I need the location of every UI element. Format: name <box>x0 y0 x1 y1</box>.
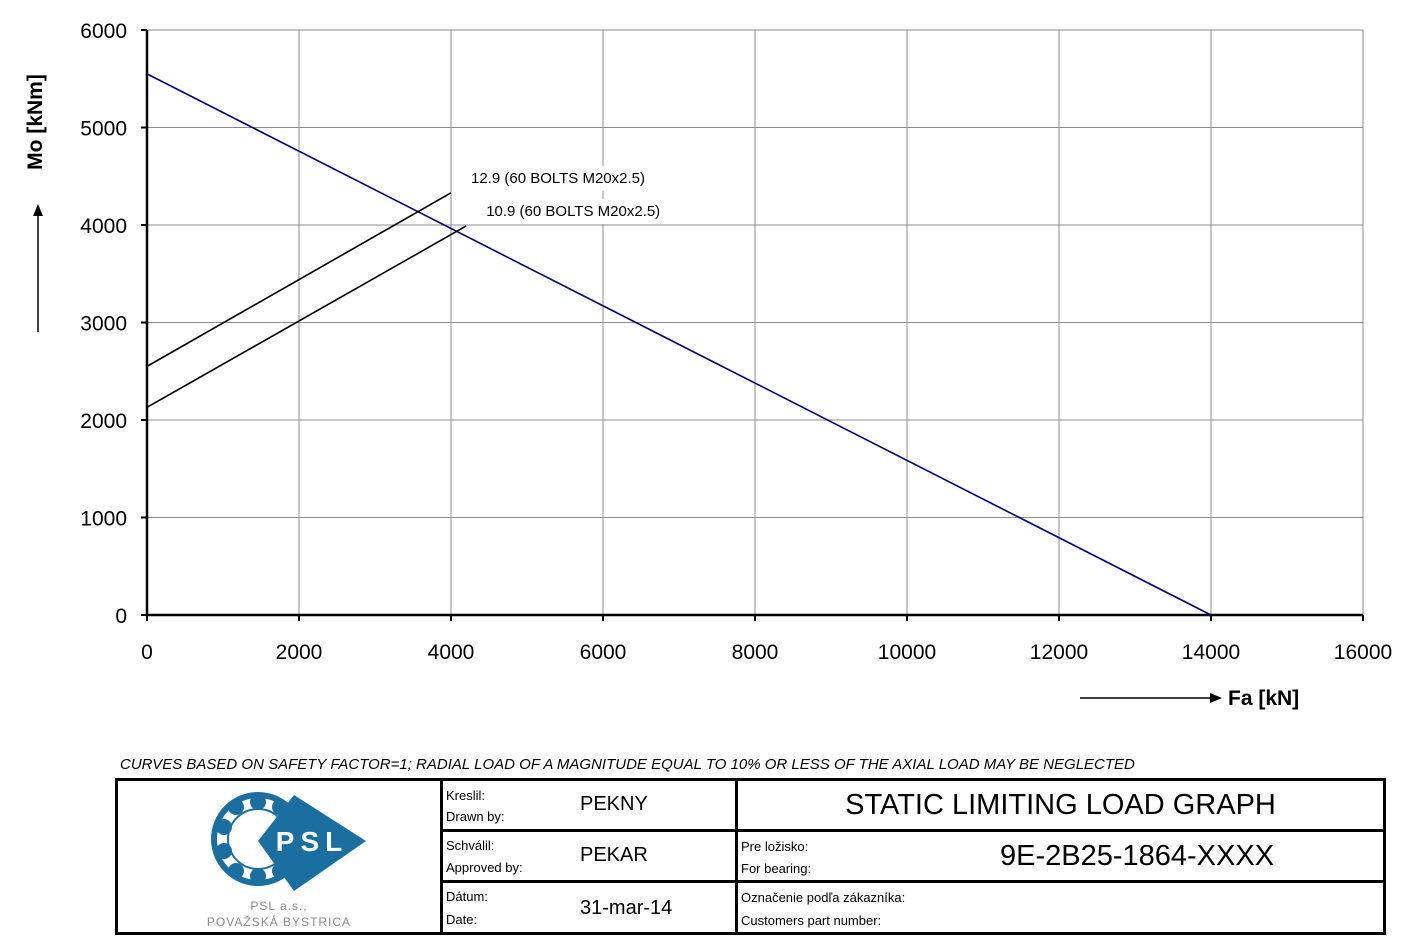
x-tick-labels: 0 2000 4000 6000 8000 10000 12000 14000 16000 <box>141 641 1392 664</box>
date-value: 31-mar-14 <box>580 897 673 919</box>
x-tick-label: 16000 <box>1334 641 1392 664</box>
approved-label-sk: Schválil: <box>446 838 495 853</box>
y-tick-label: 2000 <box>80 410 127 433</box>
series-line-2 <box>146 225 467 409</box>
y-tick-label: 3000 <box>80 313 127 336</box>
customer-label-en: Customers part number: <box>741 913 882 928</box>
bearing-label-en: For bearing: <box>741 861 812 876</box>
customer-label-sk: Označenie podľa zákazníka: <box>741 890 906 905</box>
x-axis-label: Fa [kN] <box>1228 687 1299 710</box>
title-block: PSL PSL a.s., POVAŽSKÁ BYSTRICA Kreslil:… <box>115 778 1386 935</box>
y-tick-label: 6000 <box>80 20 127 43</box>
y-axis-label: Mo [kNm] <box>24 74 47 170</box>
series-labels: 12.9 (60 BOLTS M20x2.5) 10.9 (60 BOLTS M2… <box>465 165 667 224</box>
x-tick-label: 6000 <box>580 641 627 664</box>
chart-axes <box>141 29 1364 621</box>
series-line-1 <box>146 192 452 368</box>
drawing-title: STATIC LIMITING LOAD GRAPH <box>845 789 1276 821</box>
drawn-by-cell: Kreslil: Drawn by: PEKNY <box>443 781 735 829</box>
series-label-bg-2 <box>480 198 667 224</box>
chart-series <box>146 73 1212 616</box>
approved-by-value: PEKAR <box>580 844 648 866</box>
chart-grid <box>147 29 1364 615</box>
bearing-label-sk: Pre ložisko: <box>741 839 809 854</box>
x-tick-label: 0 <box>141 641 153 664</box>
y-tick-labels: 0 1000 2000 3000 4000 5000 6000 <box>80 20 127 628</box>
series-label-1: 12.9 (60 BOLTS M20x2.5) <box>471 170 645 187</box>
drawn-label-en: Drawn by: <box>446 809 505 824</box>
chart-footnote: CURVES BASED ON SAFETY FACTOR=1; RADIAL … <box>120 756 1135 773</box>
drawn-label-sk: Kreslil: <box>446 788 486 803</box>
y-tick-label: 5000 <box>80 118 127 141</box>
psl-logo-icon: PSL <box>211 792 366 891</box>
x-tick-label: 4000 <box>428 641 475 664</box>
series-label-bg-1 <box>465 165 651 191</box>
approved-by-cell: Schválil: Approved by: PEKAR <box>443 832 735 880</box>
date-cell: Dátum: Date: 31-mar-14 <box>443 883 735 932</box>
date-label-en: Date: <box>446 912 478 927</box>
y-axis-arrow-head <box>33 204 43 216</box>
series-label-2: 10.9 (60 BOLTS M20x2.5) <box>486 203 660 220</box>
x-tick-label: 8000 <box>732 641 779 664</box>
static-load-chart: 0 2000 4000 6000 8000 10000 12000 14000 16000 0 1… <box>24 20 1392 710</box>
x-tick-label: 14000 <box>1182 641 1240 664</box>
approved-label-en: Approved by: <box>446 860 523 875</box>
drawing-title-cell: STATIC LIMITING LOAD GRAPH <box>738 781 1383 829</box>
y-tick-label: 0 <box>115 605 127 628</box>
bearing-cell: Pre ložisko: For bearing: 9E-2B25-1864-X… <box>738 832 1383 880</box>
company-city: POVAŽSKÁ BYSTRICA <box>206 915 352 929</box>
y-tick-label: 1000 <box>80 508 127 531</box>
y-tick-label: 4000 <box>80 215 127 238</box>
x-axis-arrow-head <box>1210 693 1222 703</box>
bearing-value: 9E-2B25-1864-XXXX <box>1000 840 1275 872</box>
x-tick-label: 10000 <box>878 641 936 664</box>
customer-part-cell: Označenie podľa zákazníka: Customers par… <box>738 883 1383 932</box>
x-tick-label: 2000 <box>276 641 323 664</box>
drawn-by-value: PEKNY <box>580 793 648 815</box>
date-label-sk: Dátum: <box>446 889 488 904</box>
company-name: PSL a.s., <box>250 899 308 913</box>
x-tick-label: 12000 <box>1030 641 1088 664</box>
company-logo-area: PSL PSL a.s., POVAŽSKÁ BYSTRICA <box>118 781 440 932</box>
series-line-0 <box>146 73 1212 616</box>
logo-text: PSL <box>276 826 348 857</box>
